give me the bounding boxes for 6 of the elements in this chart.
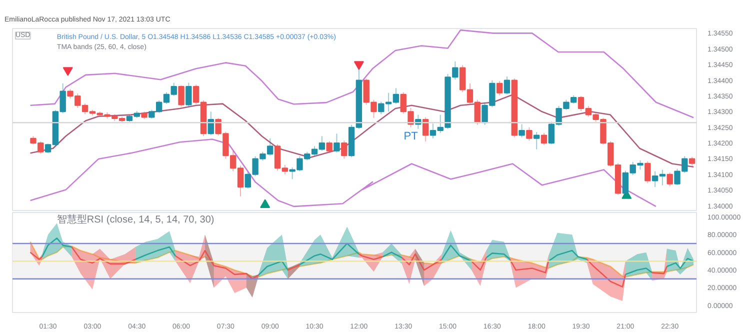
point: [260, 199, 270, 208]
line-series: [30, 29, 694, 118]
point: [354, 61, 364, 70]
chart-title: 智慧型RSI (close, 14, 5, 14, 70, 30): [56, 213, 214, 226]
point: [62, 67, 73, 76]
annotation: PT: [404, 130, 418, 142]
